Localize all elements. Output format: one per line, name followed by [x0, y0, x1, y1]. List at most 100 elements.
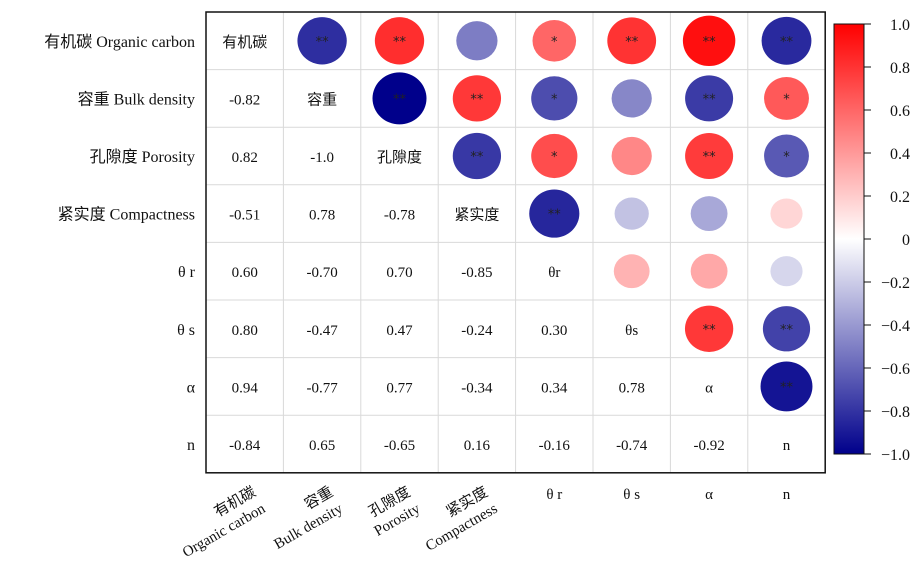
- diagonal-label: 紧实度: [454, 207, 499, 224]
- row-label: 有机碳 Organic carbon: [44, 33, 195, 51]
- colorbar-tick-label: 0.2: [890, 189, 910, 206]
- correlation-value: 0.16: [464, 438, 491, 454]
- row-label: α: [187, 379, 196, 396]
- colorbar-tick-label: 0.4: [890, 146, 910, 163]
- correlation-circle: [611, 136, 652, 176]
- colorbar-tick-label: −0.4: [881, 318, 910, 335]
- correlation-value: 0.80: [232, 323, 258, 339]
- colorbar-tick-label: −0.2: [881, 275, 910, 292]
- correlation-circle: [456, 21, 498, 61]
- significance-mark: **: [703, 35, 717, 50]
- correlation-circle: [770, 256, 803, 287]
- diagonal-label: α: [705, 380, 713, 396]
- significance-mark: **: [703, 150, 717, 165]
- correlation-circle: [762, 306, 811, 352]
- row-label: 紧实度 Compactness: [58, 206, 195, 224]
- correlation-value: -0.16: [539, 438, 571, 454]
- correlation-value: 0.30: [541, 323, 567, 339]
- significance-mark: **: [625, 35, 639, 50]
- correlation-value: 0.78: [309, 208, 335, 224]
- colorbar-tick-label: 0.6: [890, 103, 910, 120]
- significance-mark: *: [551, 150, 558, 165]
- column-label: θ s: [623, 487, 640, 503]
- diagonal-label: 有机碳: [222, 34, 267, 51]
- correlation-value: 0.94: [232, 380, 259, 396]
- correlation-value: 0.70: [386, 265, 412, 281]
- correlation-circle: [761, 16, 812, 65]
- correlation-circle: [374, 17, 425, 65]
- column-label: n: [783, 487, 791, 503]
- colorbar-tick-label: −0.6: [881, 361, 910, 378]
- diagonal-label: n: [783, 438, 791, 454]
- matrix-grid: [205, 11, 826, 474]
- correlation-circle: [682, 15, 736, 67]
- correlation-value: -0.34: [461, 380, 493, 396]
- correlation-value: 0.65: [309, 438, 335, 454]
- significance-mark: **: [780, 323, 794, 338]
- significance-mark: **: [470, 92, 484, 107]
- correlation-circle: [614, 197, 649, 230]
- colorbar-tick-label: −1.0: [881, 447, 910, 464]
- correlation-value: -0.82: [229, 92, 260, 108]
- diagonal-label: θs: [625, 323, 638, 339]
- correlation-circle: [611, 79, 652, 118]
- correlation-value: -0.70: [306, 265, 337, 281]
- correlation-value: 0.77: [386, 380, 413, 396]
- correlation-value: 0.82: [232, 150, 258, 166]
- correlation-circle: [764, 134, 809, 178]
- correlation-value: -0.84: [229, 438, 261, 454]
- correlation-circle: [372, 72, 427, 125]
- diagonal-label: 容重: [307, 91, 337, 108]
- significance-mark: **: [548, 208, 562, 223]
- correlation-circle: [532, 20, 577, 62]
- matrix-cells: 有机碳 ** ** * ** ** **-0.82 容重 ** ** * ** *0.82 -1.0 孔隙度…: [222, 15, 813, 454]
- significance-mark: *: [551, 92, 558, 107]
- significance-mark: **: [470, 150, 484, 165]
- correlation-circle: [529, 189, 580, 238]
- correlation-value: -0.65: [384, 438, 415, 454]
- significance-mark: **: [393, 35, 407, 50]
- correlation-circle: [770, 198, 803, 229]
- significance-mark: **: [703, 323, 717, 338]
- correlation-circle: [685, 132, 734, 180]
- colorbar-tick-label: 0.8: [890, 60, 910, 77]
- row-label: θ s: [177, 322, 195, 339]
- correlation-value: 0.78: [619, 380, 645, 396]
- colorbar-gradient: [833, 23, 865, 455]
- colorbar-tick-label: 1.0: [890, 17, 910, 34]
- correlation-value: -0.77: [306, 380, 338, 396]
- diagonal-label: θr: [548, 265, 560, 281]
- significance-mark: *: [551, 35, 558, 50]
- correlation-value: -0.78: [384, 208, 415, 224]
- significance-mark: *: [783, 150, 790, 165]
- correlation-value: 0.60: [232, 265, 258, 281]
- correlation-value: -0.51: [229, 208, 260, 224]
- column-label: α: [705, 487, 713, 503]
- significance-mark: **: [703, 92, 717, 107]
- correlation-circle: [452, 75, 502, 122]
- correlation-circle: [613, 254, 650, 289]
- row-label: n: [187, 437, 195, 454]
- significance-mark: **: [316, 35, 330, 50]
- correlation-circle: [690, 196, 728, 232]
- row-label: θ r: [178, 264, 196, 281]
- significance-mark: **: [393, 92, 407, 107]
- correlation-circle: [531, 76, 578, 121]
- correlation-circle: [452, 132, 502, 180]
- significance-mark: **: [780, 380, 794, 395]
- column-label: θ r: [546, 487, 562, 503]
- colorbar-tick-label: −0.8: [881, 404, 910, 421]
- correlation-value: 0.47: [386, 323, 413, 339]
- correlation-value: -0.47: [306, 323, 338, 339]
- correlation-circle: [760, 361, 813, 412]
- correlation-circle: [684, 305, 734, 352]
- correlation-value: -1.0: [310, 150, 334, 166]
- correlation-value: -0.74: [616, 438, 648, 454]
- diagonal-label: 孔隙度: [377, 149, 422, 166]
- correlation-value: -0.92: [693, 438, 724, 454]
